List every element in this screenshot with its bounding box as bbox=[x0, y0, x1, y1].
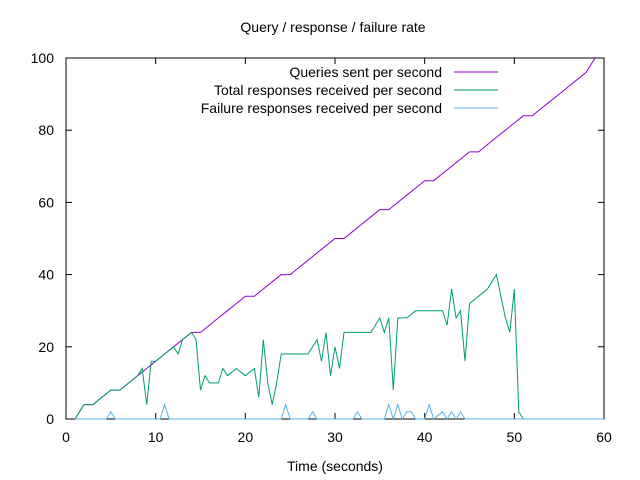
y-tick-label: 100 bbox=[31, 50, 55, 66]
x-tick-label: 20 bbox=[238, 429, 254, 445]
x-tick-label: 0 bbox=[62, 429, 70, 445]
y-tick-label: 40 bbox=[38, 267, 54, 283]
x-tick-label: 50 bbox=[507, 429, 523, 445]
x-tick-label: 30 bbox=[327, 429, 343, 445]
x-tick-label: 60 bbox=[596, 429, 612, 445]
y-tick-label: 20 bbox=[38, 339, 54, 355]
y-axis: 0 20 40 60 80 100 bbox=[31, 50, 604, 427]
x-axis: 0 10 20 30 40 50 60 bbox=[62, 58, 612, 445]
series-line-3 bbox=[75, 402, 604, 421]
x-tick-label: 10 bbox=[148, 429, 164, 445]
chart-title: Query / response / failure rate bbox=[240, 19, 425, 35]
series-lines bbox=[74, 57, 604, 421]
legend-label-2: Total responses received per second bbox=[214, 82, 442, 98]
legend: Queries sent per second Total responses r… bbox=[201, 64, 498, 116]
x-tick-label: 40 bbox=[417, 429, 433, 445]
legend-label-1: Queries sent per second bbox=[289, 64, 442, 80]
series-line-2 bbox=[74, 273, 524, 420]
y-tick-label: 0 bbox=[46, 411, 54, 427]
x-axis-label: Time (seconds) bbox=[287, 458, 383, 474]
y-tick-label: 60 bbox=[38, 194, 54, 210]
y-tick-label: 80 bbox=[38, 122, 54, 138]
legend-label-3: Failure responses received per second bbox=[201, 100, 442, 116]
